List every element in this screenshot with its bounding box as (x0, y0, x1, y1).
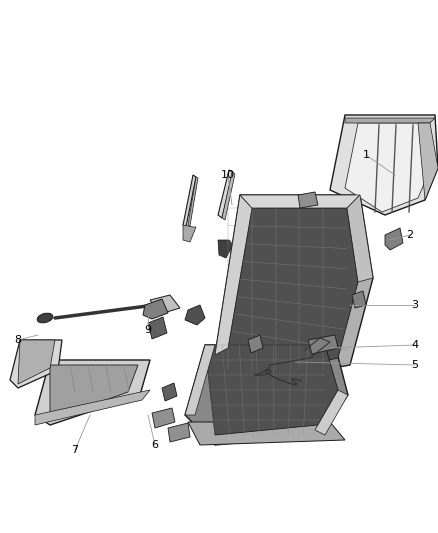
Polygon shape (330, 115, 438, 215)
Polygon shape (345, 123, 430, 212)
Polygon shape (218, 170, 233, 218)
Polygon shape (185, 345, 348, 445)
Polygon shape (385, 228, 403, 250)
Polygon shape (35, 390, 150, 425)
Polygon shape (183, 225, 196, 242)
Polygon shape (150, 295, 180, 314)
Polygon shape (218, 240, 233, 258)
Polygon shape (143, 299, 168, 319)
Polygon shape (152, 408, 175, 428)
Polygon shape (148, 317, 167, 339)
Polygon shape (18, 340, 55, 384)
Polygon shape (418, 123, 438, 200)
Text: 1: 1 (363, 150, 370, 160)
Polygon shape (315, 390, 348, 435)
Polygon shape (228, 208, 358, 370)
Text: 6: 6 (152, 440, 159, 450)
Polygon shape (240, 195, 360, 208)
Polygon shape (183, 175, 196, 227)
Polygon shape (298, 192, 318, 208)
Polygon shape (185, 305, 205, 325)
Text: 3: 3 (411, 300, 418, 310)
Text: 2: 2 (406, 230, 413, 240)
Text: 7: 7 (71, 445, 78, 455)
Polygon shape (347, 195, 373, 282)
Polygon shape (50, 365, 138, 418)
Polygon shape (168, 423, 190, 442)
Polygon shape (215, 195, 373, 378)
Polygon shape (162, 383, 177, 401)
Text: 8: 8 (14, 335, 21, 345)
Text: 5: 5 (411, 360, 418, 370)
Ellipse shape (37, 313, 53, 323)
Text: 4: 4 (411, 340, 419, 350)
Polygon shape (308, 335, 338, 354)
Polygon shape (205, 345, 338, 435)
Polygon shape (222, 172, 235, 220)
Text: 9: 9 (145, 325, 152, 335)
Polygon shape (345, 118, 435, 123)
Polygon shape (185, 345, 215, 415)
Polygon shape (35, 360, 150, 425)
Text: 10: 10 (221, 170, 235, 180)
Polygon shape (248, 335, 263, 353)
Polygon shape (352, 291, 366, 308)
Polygon shape (10, 340, 62, 388)
Polygon shape (188, 422, 345, 445)
Polygon shape (188, 177, 198, 226)
Polygon shape (215, 195, 252, 355)
